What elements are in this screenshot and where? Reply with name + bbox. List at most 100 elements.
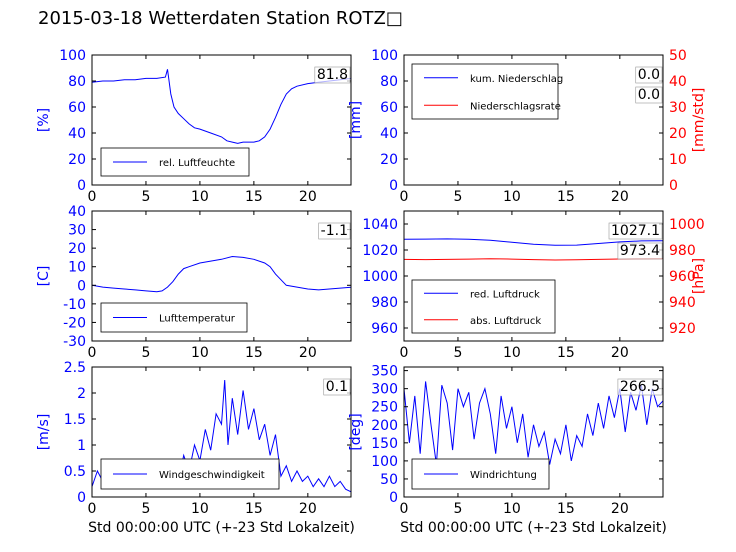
y-tick-label: 50: [380, 472, 398, 488]
legend: [411, 63, 559, 120]
y-tick-label-right: 50: [669, 48, 687, 64]
y-tick-label: 350: [371, 364, 398, 380]
y-tick-label: 40: [68, 126, 86, 142]
y-tick-label: 150: [371, 436, 398, 452]
legend-entry: Windrichtung: [470, 470, 537, 481]
y-tick-label: 60: [380, 100, 398, 116]
legend-entry: abs. Luftdruck: [470, 316, 541, 327]
y-axis-label: [mm]: [348, 101, 364, 139]
y-axis-label-right: [mm/std]: [691, 88, 707, 153]
x-tick-label: 0: [88, 501, 97, 517]
current-value-label-2: 973.4: [620, 243, 660, 259]
y-tick-label: 20: [380, 152, 398, 168]
legend-entry: kum. Niederschlag: [470, 74, 563, 85]
x-tick-label: 20: [299, 345, 317, 361]
x-tick-label: 10: [191, 345, 209, 361]
current-value-label: -1.1: [321, 223, 348, 239]
y-tick-label: 10: [68, 260, 86, 276]
x-tick-label: 20: [611, 189, 629, 205]
x-tick-label: 10: [503, 345, 521, 361]
y-tick-label: 0: [389, 490, 398, 506]
x-axis-label: Std 00:00:00 UTC (+-23 Std Lokalzeit): [400, 520, 667, 536]
x-tick-label: 10: [503, 501, 521, 517]
plot-frame: [403, 54, 664, 186]
y-tick-label: 1.5: [64, 412, 86, 428]
y-tick-label: 80: [380, 74, 398, 90]
y-tick-label: 60: [68, 100, 86, 116]
series-line-humidity-0: [92, 69, 351, 144]
y-tick-label: 80: [68, 74, 86, 90]
y-axis-label: [deg]: [348, 413, 364, 450]
y-tick-label: 0.5: [64, 464, 86, 480]
plot-frame: [91, 54, 352, 186]
current-value-box: [617, 378, 663, 396]
current-value-box: [314, 66, 351, 84]
y-tick-label: 200: [371, 418, 398, 434]
x-tick-label: 20: [611, 501, 629, 517]
y-tick-label: 2.5: [64, 360, 86, 376]
current-value-label: 0.1: [326, 379, 348, 395]
y-tick-label-right: 30: [669, 100, 687, 116]
y-tick-label-right: 10: [669, 152, 687, 168]
x-tick-label: 5: [141, 501, 150, 517]
x-tick-label: 5: [453, 189, 462, 205]
y-tick-label-right: 920: [669, 321, 696, 337]
y-axis-label-right: [hPa]: [691, 258, 707, 294]
chart-precipitation: [403, 54, 664, 186]
x-tick-label: 0: [88, 345, 97, 361]
y-tick-label: 40: [380, 126, 398, 142]
y-tick-label-right: 940: [669, 295, 696, 311]
legend-entry: rel. Luftfeuchte: [159, 158, 235, 169]
x-tick-label: 20: [299, 501, 317, 517]
x-tick-label: 15: [245, 501, 263, 517]
y-tick-label-right: 20: [669, 126, 687, 142]
series-line-temperature-0: [92, 255, 351, 293]
x-tick-label: 5: [453, 501, 462, 517]
x-tick-label: 10: [191, 189, 209, 205]
x-tick-label: 15: [245, 345, 263, 361]
y-tick-label: -30: [63, 334, 86, 350]
y-tick-label: 300: [371, 382, 398, 398]
legend-entry: Niederschlagsrate: [470, 101, 561, 112]
x-tick-label: 15: [245, 189, 263, 205]
page-title: 2015-03-18 Wetterdaten Station ROTZ□: [38, 8, 403, 29]
current-value-label: 0.0: [638, 67, 660, 83]
legend-entry: Windgeschwindigkeit: [159, 470, 265, 481]
x-tick-label: 15: [557, 345, 575, 361]
x-tick-label: 0: [88, 189, 97, 205]
y-tick-label: 1020: [362, 243, 398, 259]
x-tick-label: 5: [141, 189, 150, 205]
x-tick-label: 0: [400, 345, 409, 361]
y-tick-label: 20: [68, 152, 86, 168]
y-tick-label: 980: [371, 295, 398, 311]
x-tick-label: 15: [557, 189, 575, 205]
plot-frame: [403, 366, 664, 498]
y-tick-label-right: 980: [669, 243, 696, 259]
y-tick-label: 960: [371, 321, 398, 337]
y-tick-label: 0: [77, 178, 86, 194]
current-value-label: 266.5: [620, 379, 660, 395]
legend-entry: Lufttemperatur: [159, 314, 236, 325]
y-tick-label-right: 40: [669, 74, 687, 90]
x-tick-label: 0: [400, 189, 409, 205]
chart-humidity: [91, 54, 352, 186]
chart-pressure: [403, 210, 664, 342]
current-value-box: [608, 222, 663, 240]
y-tick-label-right: 1000: [669, 217, 705, 233]
y-tick-label: 1: [77, 438, 86, 454]
y-tick-label: 30: [68, 223, 86, 239]
y-tick-label: 0: [77, 278, 86, 294]
legend-entry: red. Luftdruck: [470, 289, 540, 300]
y-tick-label: 1000: [362, 269, 398, 285]
y-tick-label: 100: [371, 48, 398, 64]
y-tick-label: 1040: [362, 217, 398, 233]
y-tick-label: -20: [63, 315, 86, 331]
x-tick-label: 20: [611, 345, 629, 361]
current-value-box: [323, 378, 351, 396]
y-tick-label: 250: [371, 400, 398, 416]
current-value-label: 1027.1: [611, 223, 660, 239]
plot-frame: [91, 366, 352, 498]
x-tick-label: 5: [453, 345, 462, 361]
y-tick-label: 0: [389, 178, 398, 194]
